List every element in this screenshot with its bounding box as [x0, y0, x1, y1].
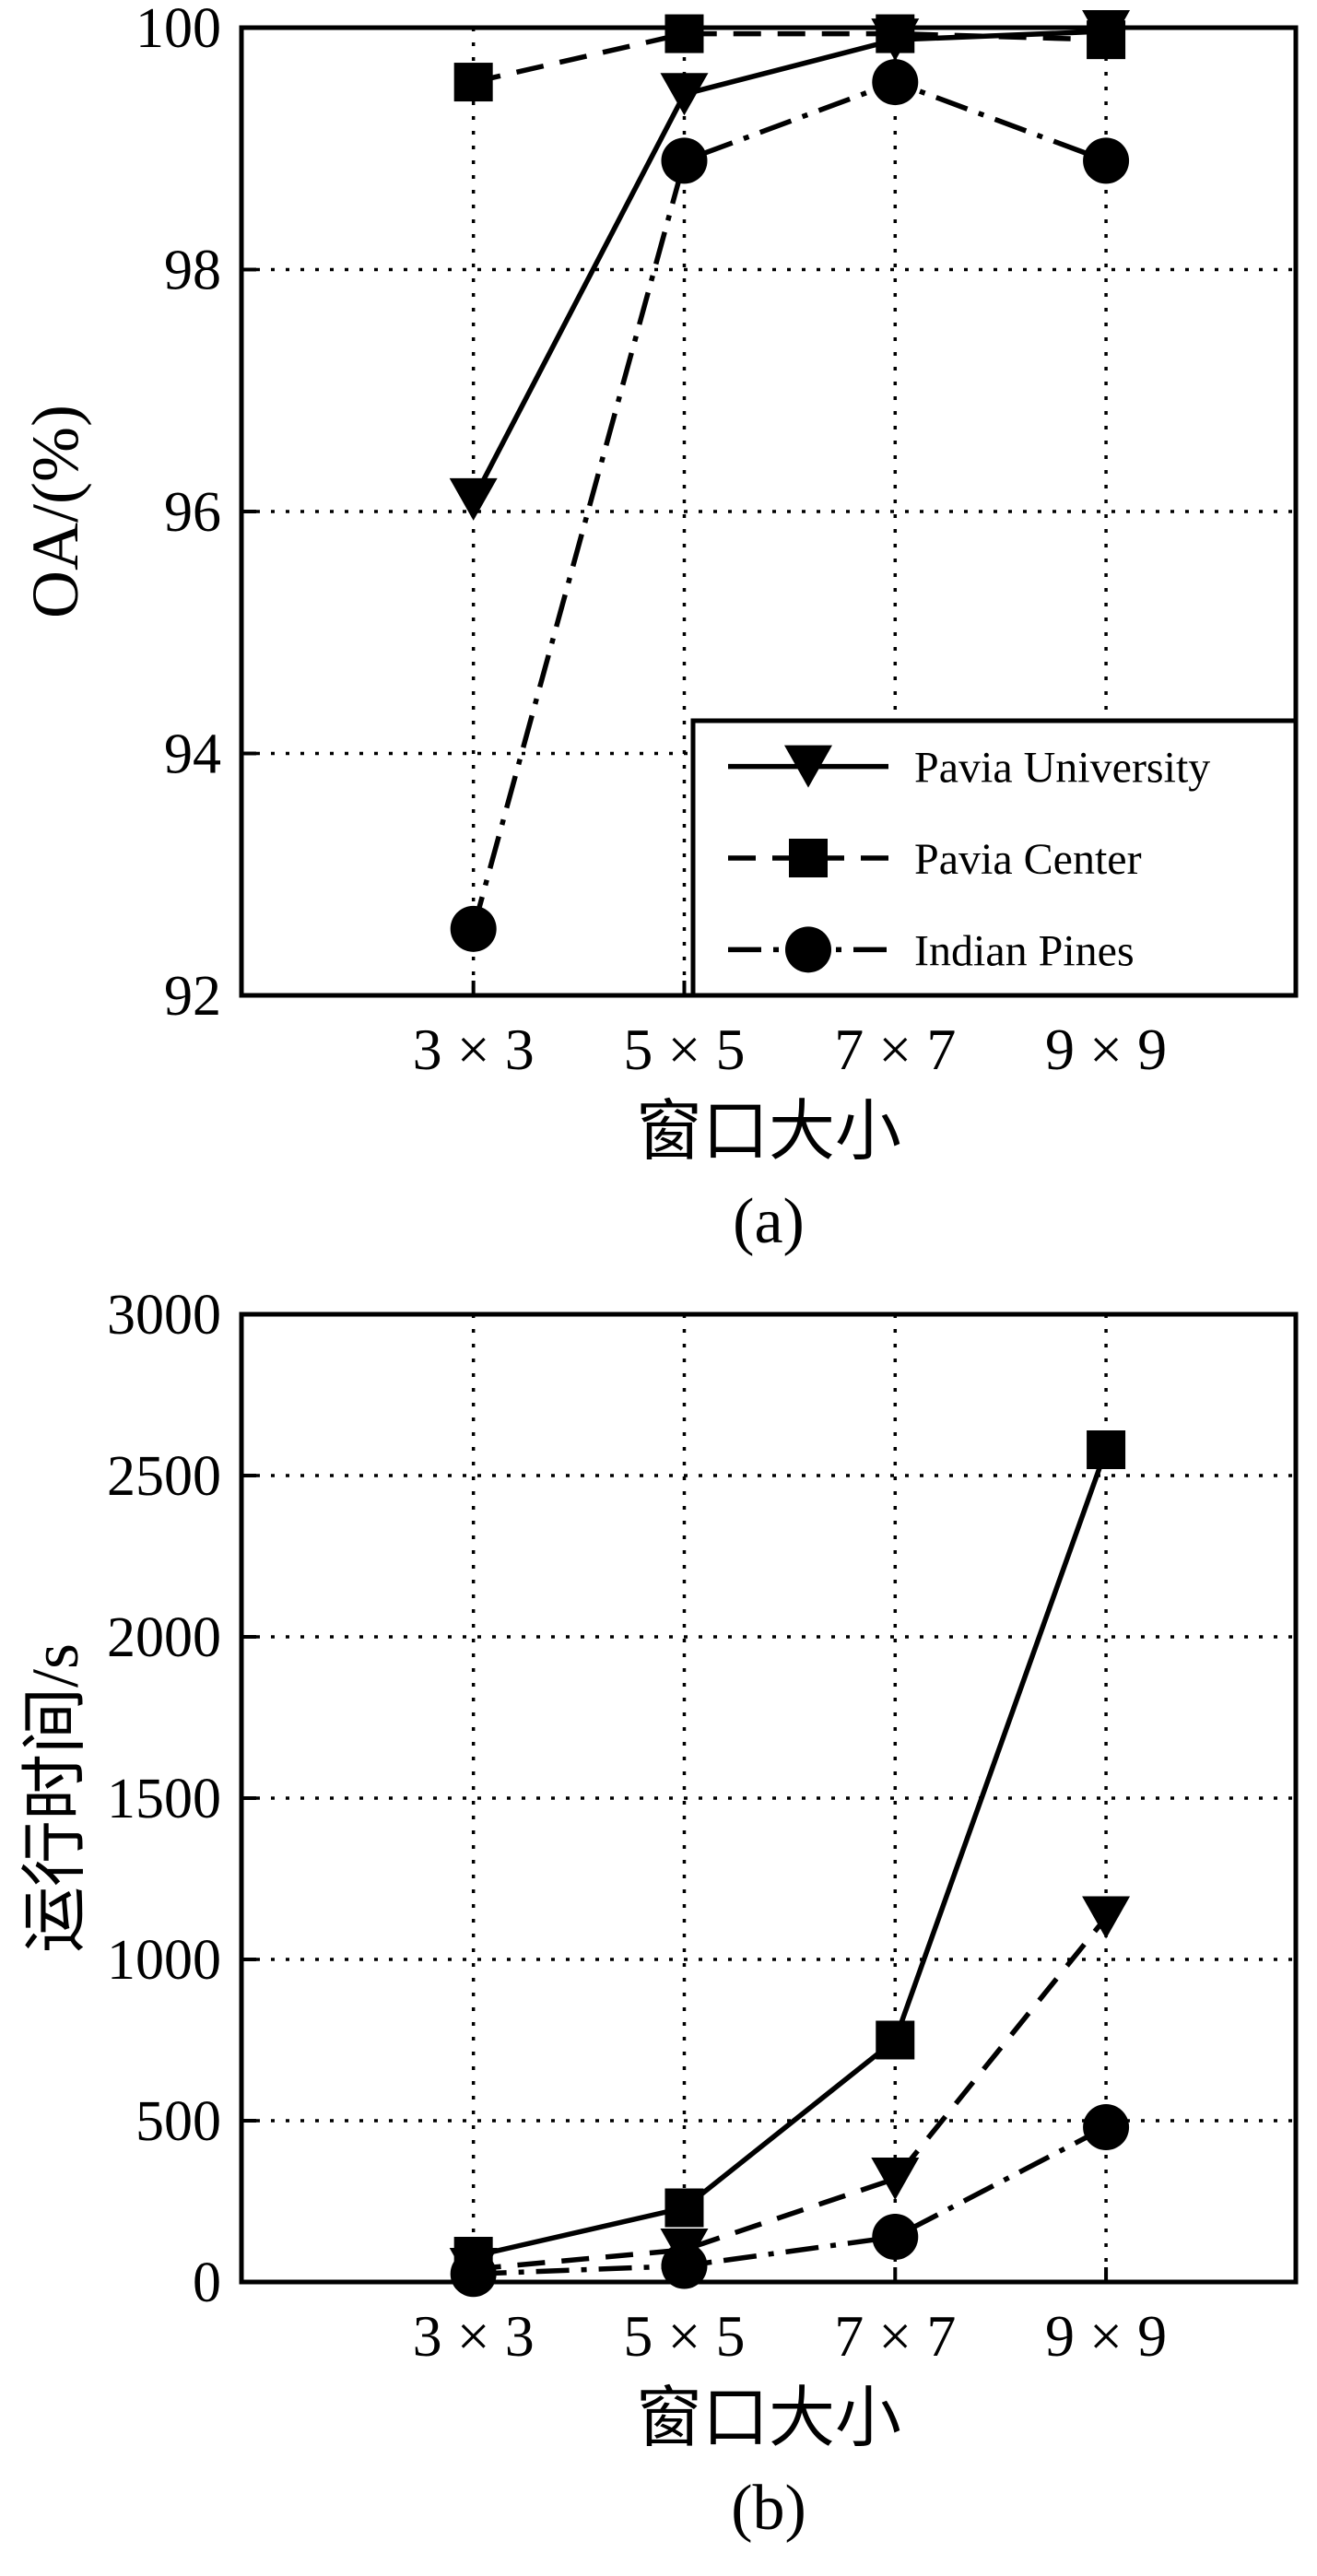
- x-tick-label: 9 × 9: [1045, 1017, 1167, 1082]
- circle-marker: [872, 2214, 919, 2260]
- y-tick-label: 92: [164, 965, 221, 1028]
- y-tick-label: 1500: [107, 1768, 221, 1830]
- circle-marker: [1083, 2104, 1130, 2150]
- x-tick-label: 5 × 5: [623, 2303, 745, 2369]
- chart-a-plot: 92 94 96 98 100 3 × 3 5 × 5 7 × 7 9 × 9 窗口大小 OA/(%…: [18, 7, 1299, 1169]
- circle-marker: [450, 2251, 497, 2298]
- y-tick-label: 0: [193, 2252, 221, 2314]
- y-tick-label: 98: [164, 240, 221, 302]
- x-tick-label: 7 × 7: [834, 1017, 956, 1082]
- circle-marker: [872, 59, 919, 106]
- circle-marker: [661, 137, 708, 184]
- circle-marker: [1083, 137, 1130, 184]
- circle-marker: [450, 905, 497, 952]
- circle-marker: [785, 926, 831, 973]
- triangle-down-marker: [784, 745, 832, 788]
- chart-a-caption: (a): [733, 1186, 805, 1257]
- square-marker: [664, 14, 704, 53]
- triangle-down-marker: [871, 2158, 920, 2200]
- series-line-pavia-university: [473, 1915, 1109, 2272]
- square-marker: [876, 2020, 915, 2060]
- y-tick-label: 3000: [107, 1294, 221, 1347]
- y-tick-label: 2500: [107, 1445, 221, 1508]
- series-line-pavia-university: [471, 29, 1107, 501]
- square-marker: [876, 14, 915, 53]
- x-axis-title: 窗口大小: [636, 1095, 901, 1169]
- plot-frame: [239, 1312, 1299, 2285]
- legend-label-indian-pines: Indian Pines: [914, 926, 1135, 975]
- x-axis-title: 窗口大小: [636, 2382, 901, 2455]
- square-marker: [1087, 20, 1126, 60]
- y-tick-label: 2000: [107, 1606, 221, 1669]
- circle-marker: [661, 2242, 708, 2289]
- legend-label-pavia-center: Pavia Center: [914, 835, 1142, 884]
- y-axis-title: 运行时间/s: [18, 1643, 92, 1953]
- x-tick-label: 9 × 9: [1045, 2303, 1167, 2369]
- triangle-down-marker: [660, 73, 709, 116]
- y-tick-label: 1000: [107, 1929, 221, 1992]
- triangle-down-marker: [1082, 1896, 1131, 1939]
- triangle-down-marker: [449, 477, 498, 521]
- y-tick-label: 94: [164, 723, 221, 786]
- series-line-pavia-center: [473, 30, 1107, 85]
- chart-b-plot: 0 500 1000 1500 2000 2500 3000 3 × 3 5 × 5 7 × 7 9…: [18, 1294, 1299, 2455]
- x-tick-label: 7 × 7: [834, 2303, 956, 2369]
- legend-label-pavia-university: Pavia University: [914, 744, 1210, 793]
- series-line-pavia-center: [473, 1449, 1109, 2259]
- x-tick-label: 3 × 3: [413, 2303, 535, 2369]
- square-marker: [453, 63, 493, 102]
- chart-b: 0 500 1000 1500 2000 2500 3000 3 × 3 5 × 5 7 × 7 9…: [0, 1294, 1317, 2553]
- y-tick-label: 100: [135, 7, 221, 60]
- square-marker: [789, 839, 828, 877]
- series-line-indian-pines: [473, 2124, 1108, 2276]
- square-marker: [1087, 1430, 1126, 1469]
- y-axis-title: OA/(%): [18, 405, 92, 618]
- chart-b-caption: (b): [731, 2473, 806, 2544]
- series-line-indian-pines: [471, 79, 1108, 930]
- square-marker: [664, 2188, 704, 2228]
- chart-a: 92 94 96 98 100 3 × 3 5 × 5 7 × 7 9 × 9 窗口大小 OA/(%…: [0, 7, 1317, 1266]
- x-tick-label: 3 × 3: [413, 1017, 535, 1082]
- y-tick-label: 500: [135, 2090, 221, 2153]
- y-tick-label: 96: [164, 481, 221, 544]
- x-tick-label: 5 × 5: [623, 1017, 745, 1082]
